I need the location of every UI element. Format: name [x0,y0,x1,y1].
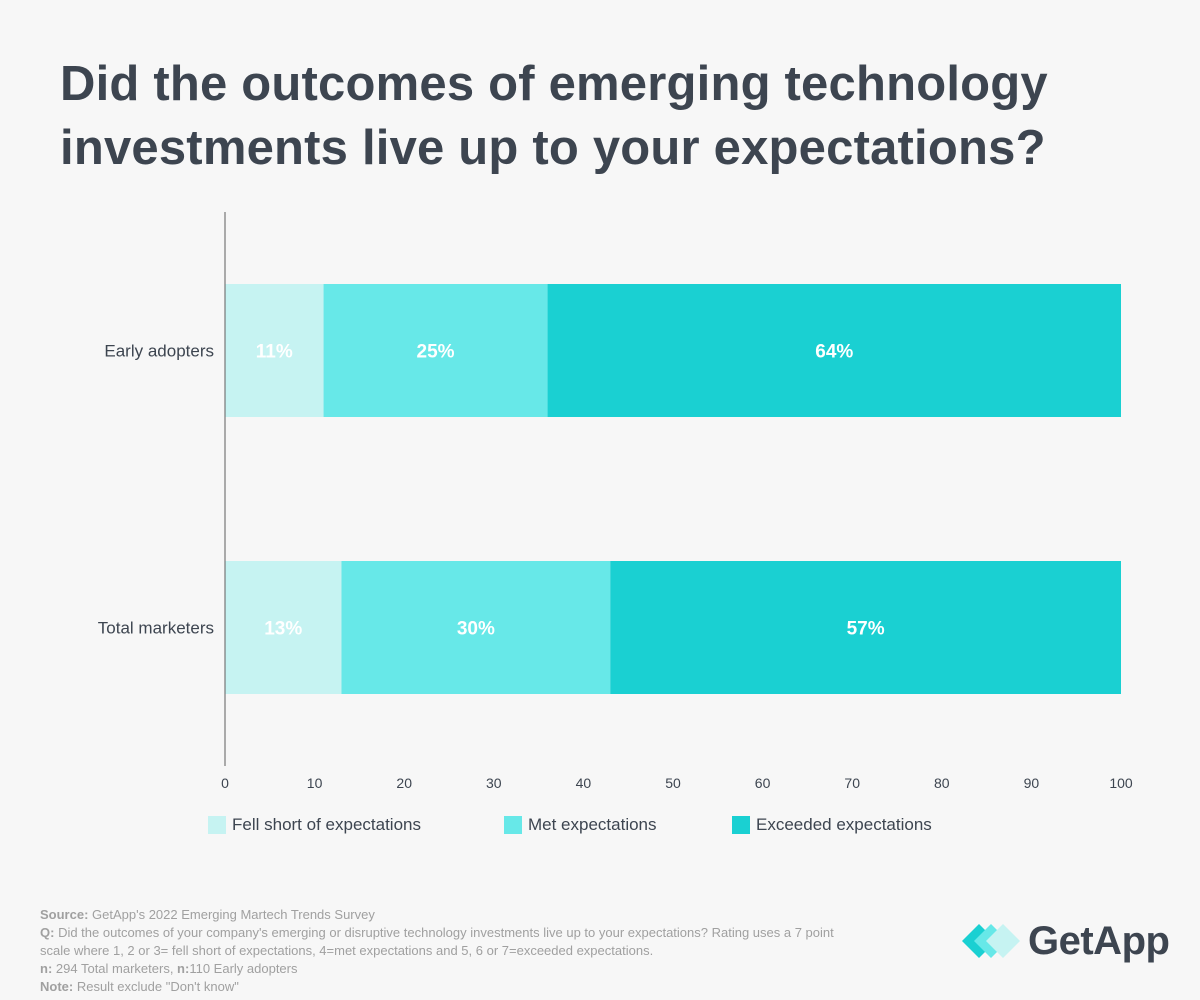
bar-segment-total-marketers-0 [225,561,342,694]
x-tick-label-90: 90 [1024,775,1040,791]
legend-item-exceeded: Exceeded expectations [732,815,932,835]
bar-segment-early-adopters-2 [547,284,1121,417]
legend-item-fell-short: Fell short of expectations [208,815,421,835]
stacked-bar-chart: 11% 25% 64% Early adopters 13% 30% 57% Total ma… [98,212,1133,791]
legend-swatch-exceeded [732,816,750,834]
footnotes: Source: GetApp's 2022 Emerging Martech T… [40,906,860,996]
x-tick-label-40: 40 [576,775,592,791]
bar-segment-total-marketers-2 [610,561,1121,694]
data-label-early-adopters-0: 11% [256,342,293,363]
legend-swatch-met [504,816,522,834]
question-note: Q: Did the outcomes of your company's em… [40,925,834,958]
chart-title: Did the outcomes of emerging technology … [60,57,1048,175]
x-tick-label-20: 20 [396,775,412,791]
legend-swatch-fell-short [208,816,226,834]
legend-label-exceeded: Exceeded expectations [756,815,932,834]
x-tick-label-0: 0 [221,775,229,791]
x-tick-label-50: 50 [665,775,681,791]
data-label-total-marketers-1: 30% [457,619,495,640]
source-note: Source: GetApp's 2022 Emerging Martech T… [40,907,375,922]
x-tick-label-70: 70 [844,775,860,791]
legend: Fell short of expectations Met expectati… [0,815,1200,845]
x-tick-label-100: 100 [1109,775,1133,791]
x-tick-label-30: 30 [486,775,502,791]
legend-label-met: Met expectations [528,815,657,834]
data-label-early-adopters-2: 64% [815,342,853,363]
data-label-total-marketers-0: 13% [264,619,302,640]
sample-size-note: n: 294 Total marketers, n:110 Early adop… [40,961,298,976]
getapp-logo-text: GetApp [1028,918,1170,963]
data-label-total-marketers-2: 57% [847,619,885,640]
exclusion-note: Note: Result exclude "Don't know" [40,979,239,994]
x-tick-label-60: 60 [755,775,771,791]
bar-segment-early-adopters-1 [323,284,548,417]
data-label-early-adopters-1: 25% [417,342,455,363]
bar-segment-early-adopters-0 [225,284,324,417]
getapp-logo-icon [962,924,1020,958]
bar-segment-total-marketers-1 [341,561,611,694]
getapp-logo: GetApp [962,918,1170,964]
legend-label-fell-short: Fell short of expectations [232,815,421,834]
legend-item-met: Met expectations [504,815,657,835]
category-label-total-marketers: Total marketers [98,619,214,638]
category-label-early-adopters: Early adopters [104,342,214,361]
x-tick-label-80: 80 [934,775,950,791]
x-tick-label-10: 10 [307,775,323,791]
